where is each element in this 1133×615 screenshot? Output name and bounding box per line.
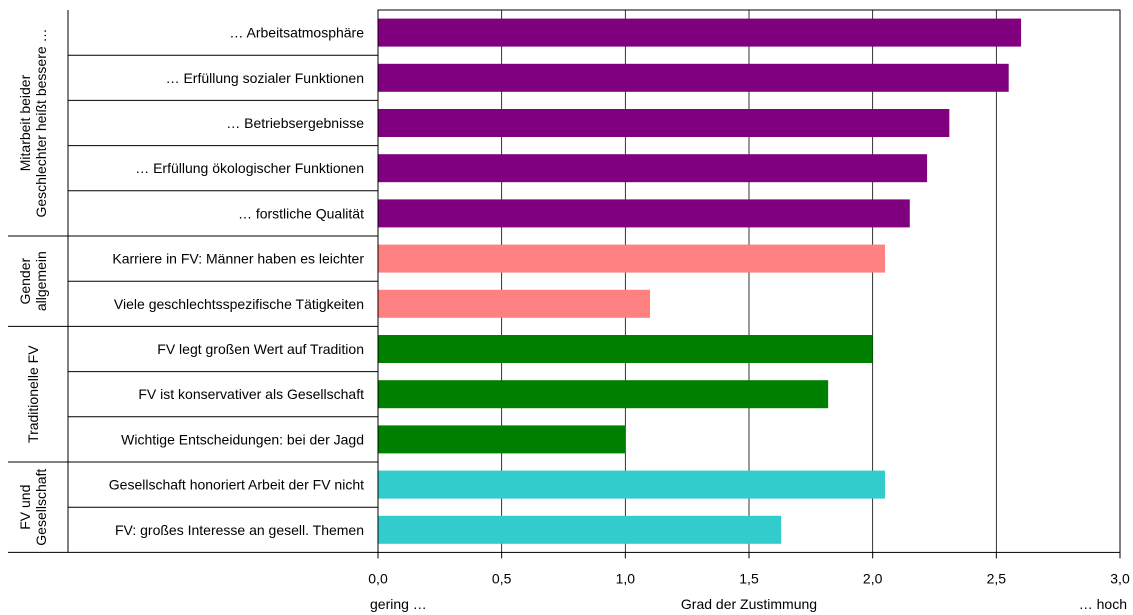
category-label: FV legt großen Wert auf Tradition (157, 341, 364, 357)
group-label: FV undGesellschaft (17, 469, 49, 546)
x-tick-label: 2,5 (987, 570, 1007, 586)
x-tick-label: 1,5 (739, 570, 759, 586)
category-label: Karriere in FV: Männer haben es leichter (112, 251, 364, 267)
category-label: … Erfüllung sozialer Funktionen (166, 70, 364, 86)
category-label: Wichtige Entscheidungen: bei der Jagd (121, 431, 364, 447)
bar (378, 289, 651, 318)
group-label: Traditionelle FV (25, 345, 41, 443)
bar (378, 154, 928, 183)
x-tick-label: 0,0 (368, 570, 388, 586)
grid-layer (501, 10, 997, 553)
category-label: … forstliche Qualität (238, 205, 364, 221)
bar (378, 199, 910, 228)
bar (378, 109, 950, 137)
x-tick-label: 2,0 (863, 570, 883, 586)
category-label: FV: großes Interesse an gesell. Themen (115, 522, 364, 538)
bar (378, 515, 782, 544)
category-label: … Arbeitsatmosphäre (229, 25, 364, 41)
frame-layer (8, 9, 1121, 553)
category-label: … Erfüllung ökologischer Funktionen (135, 160, 364, 176)
bar (378, 18, 1022, 47)
group-label: Genderallgemein (17, 251, 49, 311)
x-axis-label-right: … hoch (1079, 596, 1127, 612)
category-label: Gesellschaft honoriert Arbeit der FV nic… (109, 477, 364, 493)
bar (378, 335, 873, 363)
x-axis-title: Grad der Zustimmung (681, 596, 817, 612)
bar (378, 470, 886, 499)
bar (378, 380, 829, 409)
x-tick-label: 0,5 (492, 570, 512, 586)
x-axis-label-left: gering … (370, 596, 427, 612)
labels-layer: … Arbeitsatmosphäre … Erfüllung sozialer … (17, 25, 364, 546)
bar (378, 244, 886, 273)
x-tick-label: 3,0 (1110, 570, 1130, 586)
group-label: Mitarbeit beiderGeschlechter heißt besse… (17, 28, 49, 217)
category-label: … Betriebsergebnisse (226, 115, 364, 131)
ticks-layer: 0,0 0,5 1,0 1,5 2,0 2,5 3,0 (368, 552, 1130, 586)
bars-layer (378, 18, 1022, 544)
category-label: Viele geschlechtsspezifische Tätigkeiten (114, 296, 364, 312)
bar (378, 63, 1009, 92)
bar (378, 425, 626, 454)
x-tick-label: 1,0 (616, 570, 636, 586)
category-label: FV ist konservativer als Gesellschaft (138, 386, 364, 402)
